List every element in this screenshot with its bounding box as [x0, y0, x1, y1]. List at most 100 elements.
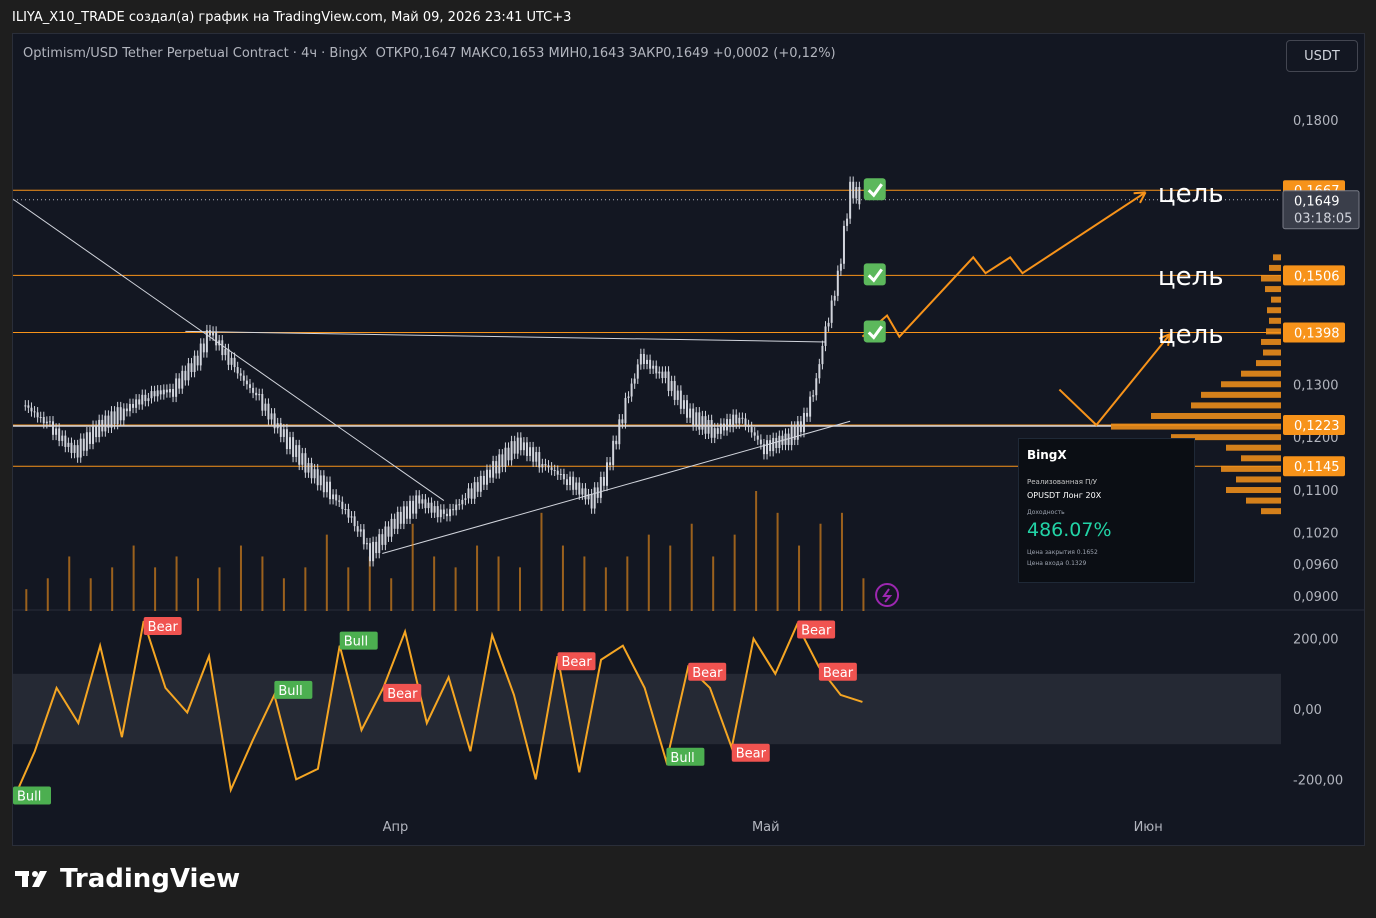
- candle-body: [787, 433, 790, 446]
- candle-body: [796, 421, 799, 440]
- candle-body: [602, 476, 605, 486]
- candle-body: [236, 367, 239, 374]
- alert-icon-bolt: [882, 588, 893, 603]
- ad-line5: Цена входа 0.1329: [1027, 560, 1087, 567]
- candle-body: [747, 425, 750, 428]
- volume-profile-bar: [1151, 412, 1281, 419]
- candle-body: [76, 445, 79, 458]
- candle-body: [442, 509, 445, 514]
- candle-body: [168, 389, 171, 393]
- volume-bar: [46, 578, 49, 611]
- candle-body: [670, 381, 673, 391]
- candle-body: [187, 363, 190, 381]
- candle-body: [799, 421, 802, 433]
- price-tick-label: 0,0960: [1293, 558, 1339, 573]
- ad-brand: BingX: [1027, 448, 1067, 462]
- candle-body: [156, 390, 159, 397]
- candle-body: [30, 407, 33, 412]
- candle-body: [658, 371, 661, 374]
- candle-body: [618, 419, 621, 445]
- candle-body: [553, 470, 556, 472]
- volume-bar: [261, 556, 264, 611]
- candle-body: [485, 469, 488, 485]
- candle-body: [116, 407, 119, 425]
- candle-body: [319, 475, 322, 486]
- volume-bar: [626, 556, 629, 611]
- candle-body: [839, 263, 842, 271]
- volume-profile-bar: [1226, 444, 1281, 451]
- candle-body: [119, 407, 122, 421]
- candle-body: [362, 529, 365, 545]
- candle-body: [710, 420, 713, 438]
- candle-body: [325, 481, 328, 493]
- candle-body: [288, 437, 291, 450]
- candle-body: [396, 511, 399, 529]
- candle-body: [778, 435, 781, 449]
- candle-body: [218, 340, 221, 346]
- candle-body: [692, 408, 695, 426]
- candle-body: [67, 442, 70, 447]
- ad-line2: OPUSDT Лонг 20X: [1027, 491, 1102, 500]
- candle-body: [793, 426, 796, 440]
- candle-body: [375, 541, 378, 554]
- candle-body: [519, 437, 522, 451]
- page-title: ILIYA_X10_TRADE создал(а) график на Trad…: [12, 10, 572, 25]
- candle-body: [332, 494, 335, 500]
- bear-signal-badge: [818, 662, 857, 681]
- candle-body: [679, 390, 682, 409]
- projection-arrowhead: [1139, 191, 1147, 204]
- candle-body: [689, 408, 692, 418]
- candle-body: [590, 494, 593, 509]
- candle-body: [292, 437, 295, 457]
- volume-bar: [89, 578, 92, 611]
- candle-body: [735, 414, 738, 424]
- candle-body: [830, 300, 833, 323]
- candle-body: [756, 435, 759, 440]
- candle-body: [704, 416, 707, 434]
- volume-bar: [755, 491, 758, 611]
- candle-body: [45, 421, 48, 424]
- candle-body: [732, 414, 735, 428]
- candle-body: [464, 498, 467, 500]
- candle-body: [470, 488, 473, 499]
- candle-body: [107, 415, 110, 428]
- volume-profile-bar: [1267, 307, 1281, 314]
- tradingview-logo[interactable]: TradingView: [14, 864, 240, 894]
- bear-signal-label: Bear: [801, 624, 832, 639]
- candle-body: [762, 444, 765, 455]
- projection-arrowhead: [1133, 191, 1146, 195]
- price-badge-label: 0,1145: [1294, 460, 1340, 475]
- candle-body: [322, 475, 325, 493]
- volume-profile-bar: [1261, 275, 1281, 282]
- volume-bar: [347, 567, 350, 611]
- candle-body: [122, 408, 125, 421]
- candle-body: [759, 439, 762, 445]
- check-icon-mark: [867, 183, 883, 198]
- chart-canvas[interactable]: цельцельцельстоп0,18000,13000,12000,1100…: [13, 34, 1364, 845]
- candle-body: [215, 331, 218, 346]
- candle-body: [655, 365, 658, 374]
- candle-body: [313, 469, 316, 479]
- symbol-name[interactable]: Optimism/USD Tether Perpetual Contract ·…: [23, 46, 368, 61]
- candle-body: [562, 473, 565, 480]
- volume-bar: [840, 512, 843, 611]
- candle-body: [125, 408, 128, 412]
- currency-button[interactable]: USDT: [1286, 40, 1358, 72]
- candle-body: [707, 420, 710, 434]
- check-icon-mark: [867, 325, 883, 340]
- candle-body: [827, 322, 830, 327]
- candle-body: [646, 359, 648, 365]
- candle-body: [449, 509, 452, 517]
- candle-body: [378, 534, 381, 554]
- candle-body: [445, 513, 448, 517]
- chart-frame[interactable]: цельцельцельстоп0,18000,13000,12000,1100…: [12, 33, 1365, 846]
- candle-body: [341, 501, 344, 510]
- candle-body: [307, 463, 310, 473]
- candle-body: [473, 482, 476, 499]
- candle-body: [212, 331, 215, 336]
- candle-body: [261, 393, 264, 411]
- candle-body: [664, 371, 667, 379]
- candle-body: [572, 476, 575, 490]
- candle-body: [135, 399, 138, 408]
- candle-body: [85, 432, 88, 451]
